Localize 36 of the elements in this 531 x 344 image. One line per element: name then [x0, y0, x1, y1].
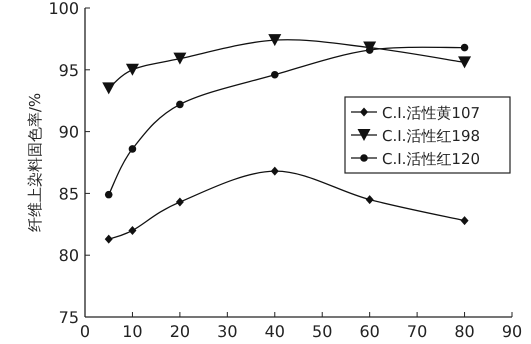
point — [176, 198, 184, 207]
y-tick-label: 85 — [58, 184, 79, 204]
y-axis-title: 纤维上染料固色率/% — [26, 92, 44, 232]
point — [176, 100, 184, 108]
x-tick-label: 30 — [217, 322, 238, 341]
x-tick-label: 50 — [312, 322, 332, 341]
point — [126, 64, 139, 76]
x-tick-label: 40 — [264, 322, 285, 341]
y-tick-label: 95 — [58, 60, 79, 80]
x-tick-label: 90 — [502, 322, 522, 341]
x-tick-label: 70 — [406, 322, 428, 341]
y-tick-label: 75 — [58, 308, 79, 327]
point — [104, 190, 113, 198]
x-tick-label: 80 — [454, 322, 475, 341]
legend-label: C.I.活性黄107 — [382, 104, 480, 122]
point — [458, 56, 472, 68]
x-tick-label: 60 — [359, 322, 380, 341]
legend-label: C.I.活性红198 — [382, 127, 480, 145]
x-tick-label: 0 — [80, 322, 90, 341]
point — [104, 234, 113, 244]
y-tick-label: 100 — [48, 0, 79, 18]
point — [460, 44, 468, 52]
point — [460, 216, 469, 226]
point — [173, 52, 186, 65]
point — [128, 226, 136, 235]
point — [366, 195, 374, 204]
x-tick-label: 20 — [170, 322, 190, 341]
point — [102, 82, 116, 94]
legend-label: C.I.活性红120 — [382, 150, 480, 168]
point — [128, 145, 136, 153]
y-tick-label: 80 — [58, 246, 79, 266]
point — [270, 70, 279, 79]
point — [270, 166, 279, 176]
y-tick-label: 90 — [58, 122, 79, 142]
x-tick-label: 10 — [122, 322, 143, 341]
point — [268, 34, 282, 46]
